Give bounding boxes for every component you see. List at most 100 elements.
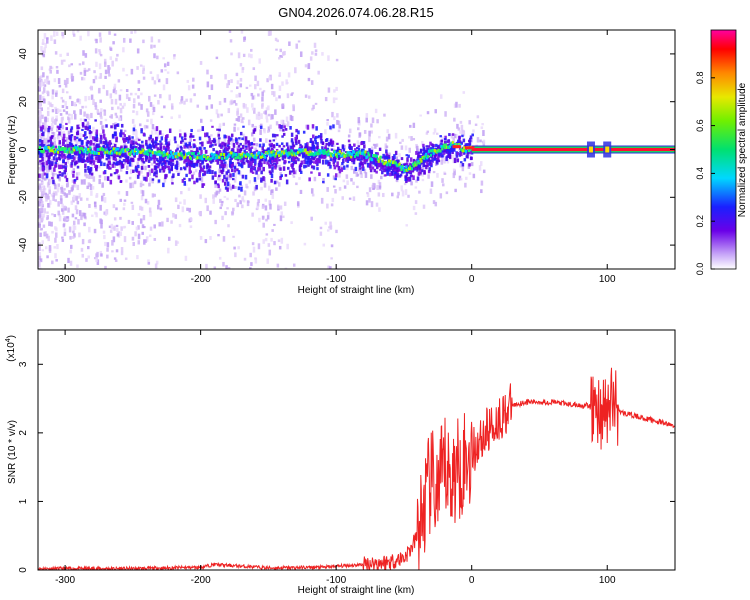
spectrogram-ridge-cell: [267, 150, 270, 154]
spectrogram-noise-cell: [162, 57, 165, 60]
spectrogram-noise-cell: [65, 140, 69, 144]
spectrogram-noise-cell: [366, 191, 369, 195]
spectrogram-band-cell: [250, 168, 253, 173]
spectrogram-noise-cell: [173, 54, 176, 57]
spectrogram-band-cell: [47, 139, 50, 143]
spectrogram-noise-cell: [65, 193, 69, 198]
spectrogram-band-cell: [404, 176, 407, 182]
spectrogram-noise-cell: [359, 170, 363, 175]
spectrogram-noise-cell: [94, 102, 97, 107]
spectrogram-ridge-cell: [412, 164, 415, 168]
spectrogram-band-cell: [431, 151, 434, 155]
spectrogram-noise-cell: [99, 99, 102, 103]
spectrogram-noise-cell: [81, 76, 84, 81]
spectrogram-noise-cell: [470, 137, 473, 143]
spectrogram-noise-cell: [230, 52, 233, 56]
spectrogram-band-cell: [310, 154, 314, 159]
spectrogram-band-cell: [241, 144, 245, 150]
spectrogram-band-cell: [261, 146, 264, 151]
spectrogram-noise-cell: [191, 146, 194, 152]
spectrogram-noise-cell: [271, 90, 274, 96]
spectrogram-noise-cell: [63, 79, 67, 86]
spectrogram-ridge-cell: [184, 155, 187, 159]
spectrogram-band-cell: [378, 147, 382, 151]
spectrogram-band-cell: [77, 158, 81, 163]
spectrogram-noise-cell: [241, 67, 244, 73]
spectrogram-noise-cell: [215, 109, 219, 115]
spectrogram-noise-cell: [130, 201, 134, 204]
spectrogram-noise-cell: [47, 169, 51, 172]
spectrogram-noise-cell: [425, 132, 429, 135]
spectrogram-band-cell: [448, 133, 451, 137]
spectrogram-noise-cell: [47, 181, 51, 186]
spectrogram-noise-cell: [133, 30, 137, 34]
spectrogram-noise-cell: [119, 278, 122, 284]
spectrogram-noise-cell: [135, 298, 138, 303]
spectrogram-noise-cell: [348, 128, 352, 134]
spectrogram-noise-cell: [441, 155, 444, 161]
spectrogram-band-cell: [275, 157, 278, 160]
spectrogram-noise-cell: [97, 309, 100, 312]
spectrogram-noise-cell: [268, 160, 271, 167]
spectrogram-band-cell: [387, 166, 391, 170]
spectrogram-noise-cell: [247, 119, 251, 126]
spectrogram-band-cell: [49, 144, 53, 148]
spectrogram-noise-cell: [229, 186, 233, 191]
spectrogram-band-cell: [125, 145, 128, 149]
spectrogram-noise-cell: [184, 255, 188, 261]
spectrogram-band-cell: [269, 159, 273, 165]
spectrogram-noise-cell: [294, 67, 297, 74]
spectrogram-band-cell: [78, 145, 81, 149]
spectrogram-noise-cell: [73, 110, 76, 114]
spectrogram-noise-cell: [51, 89, 55, 95]
spectrogram-noise-cell: [461, 165, 465, 172]
spectrogram-band-cell: [285, 148, 289, 154]
spectrogram-band-cell: [85, 136, 89, 139]
spectrogram-band-cell: [152, 141, 155, 145]
spectrogram-noise-cell: [61, 34, 65, 39]
spectrogram-ridge-cell: [262, 154, 266, 158]
spectrogram-noise-cell: [61, 99, 65, 103]
spectrogram-noise-cell: [95, 257, 98, 263]
spectrogram-band-cell: [104, 137, 107, 140]
spectrogram-noise-cell: [254, 75, 257, 82]
spectrogram-noise-cell: [122, 207, 126, 211]
spectrogram-band-cell: [39, 152, 43, 158]
spectrogram-noise-cell: [312, 104, 315, 110]
spectrogram-noise-cell: [218, 160, 221, 164]
spectrogram-noise-cell: [137, 233, 141, 240]
spectrogram-band-cell: [90, 139, 93, 144]
spectrogram-noise-cell: [98, 51, 102, 55]
spectrogram-band-cell: [290, 132, 294, 137]
spectrogram-noise-cell: [57, 136, 60, 141]
spectrogram-noise-cell: [408, 147, 411, 153]
spectrogram-ridge-cell: [206, 155, 210, 159]
spectrogram-noise-cell: [67, 207, 70, 213]
spectrogram-band-cell: [354, 154, 358, 158]
spectrogram-noise-cell: [199, 235, 203, 240]
spectrogram-band-cell: [341, 144, 345, 149]
spectrogram-band-cell: [334, 173, 338, 178]
spectrogram-noise-cell: [441, 136, 444, 142]
spectrogram-noise-cell: [287, 72, 291, 78]
spectrogram-noise-cell: [279, 215, 283, 222]
spectrogram-ridge-cell: [330, 154, 333, 158]
spectrogram-noise-cell: [221, 200, 224, 204]
spectrogram-noise-cell: [111, 60, 114, 67]
spectrogram-noise-cell: [320, 197, 324, 204]
spectrogram-noise-cell: [313, 42, 317, 48]
spectrogram-noise-cell: [280, 211, 283, 216]
spectrogram-ridge-cell: [104, 150, 107, 154]
spectrogram-band-cell: [134, 141, 138, 145]
spectrogram-band-cell: [202, 173, 205, 177]
spectrogram-noise-cell: [378, 207, 381, 212]
spectrogram-band-cell: [45, 173, 49, 179]
spectrogram-band-cell: [95, 129, 99, 135]
spectrogram-ridge-cell: [263, 155, 266, 159]
spectrogram-noise-cell: [247, 53, 251, 58]
spectrogram-noise-cell: [265, 107, 269, 111]
spectrogram-noise-cell: [38, 200, 41, 207]
spectrogram-noise-cell: [113, 217, 117, 221]
spectrogram-ridge-cell: [129, 153, 132, 157]
spectrogram-noise-cell: [65, 111, 69, 115]
